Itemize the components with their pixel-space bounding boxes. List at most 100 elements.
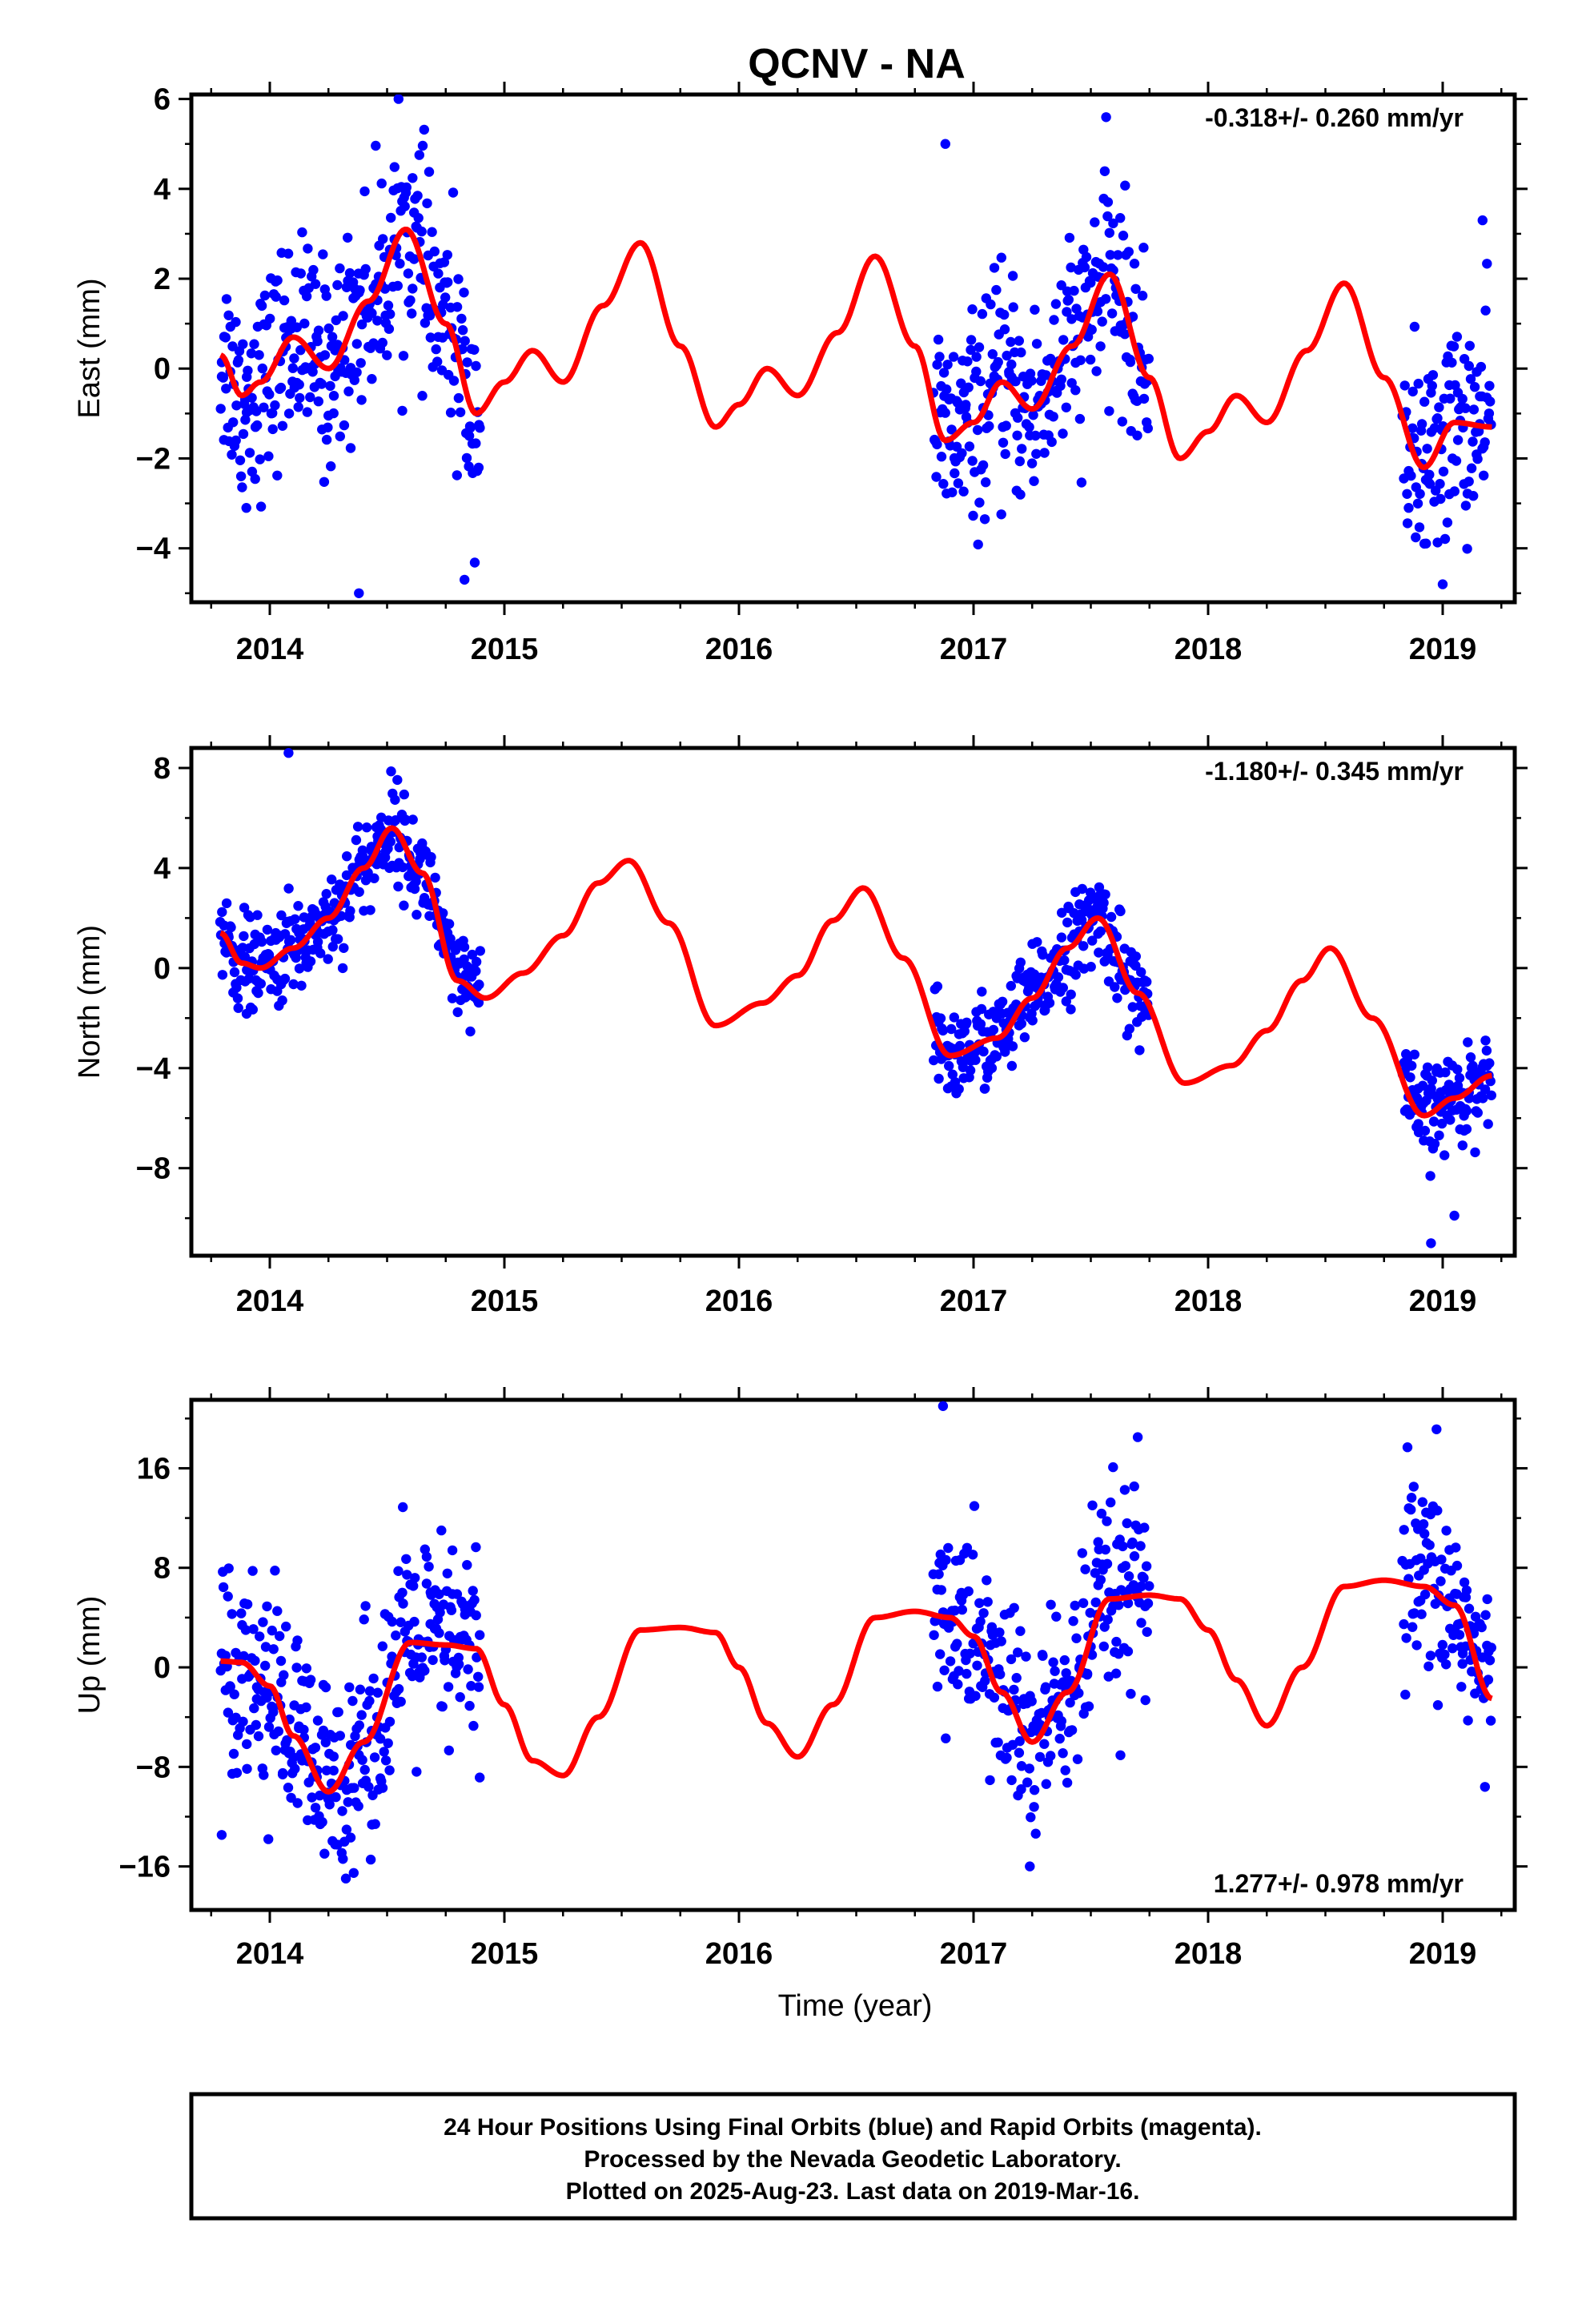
- up-point: [1123, 1571, 1134, 1582]
- east-point: [310, 279, 321, 289]
- east-point: [1031, 339, 1042, 349]
- east-point: [356, 395, 367, 405]
- up-point: [317, 1817, 327, 1827]
- east-point: [286, 316, 296, 326]
- up-point: [1096, 1508, 1107, 1519]
- east-point: [999, 309, 1010, 320]
- north-point: [1481, 1045, 1492, 1056]
- up-point: [952, 1638, 962, 1649]
- east-point: [231, 435, 241, 446]
- east-point: [238, 339, 248, 349]
- east-point: [297, 227, 307, 238]
- up-point: [354, 1720, 364, 1731]
- east-point: [933, 334, 944, 345]
- east-ytick-label: 4: [154, 173, 171, 207]
- north-point: [1016, 1019, 1027, 1029]
- east-point: [335, 263, 345, 274]
- east-point: [1460, 403, 1471, 413]
- north-point: [1136, 967, 1146, 978]
- up-point: [396, 1617, 406, 1627]
- north-point: [357, 845, 368, 856]
- east-point: [1468, 491, 1479, 501]
- north-xtick-label: 2015: [471, 1285, 539, 1318]
- up-point: [393, 1683, 404, 1695]
- up-point: [982, 1575, 992, 1586]
- up-point: [957, 1604, 968, 1615]
- north-point: [321, 889, 331, 899]
- up-point: [434, 1589, 444, 1599]
- north-point: [934, 1073, 944, 1084]
- east-point: [254, 350, 264, 360]
- north-point: [233, 1003, 243, 1013]
- east-xtick-label: 2016: [705, 633, 773, 666]
- up-point: [969, 1501, 980, 1511]
- north-point: [393, 881, 404, 892]
- up-point: [1074, 1688, 1084, 1699]
- east-point: [321, 291, 331, 301]
- up-point: [1039, 1739, 1050, 1749]
- east-point: [1064, 232, 1075, 243]
- up-point: [1102, 1558, 1113, 1570]
- east-point: [1113, 250, 1123, 260]
- north-point: [286, 935, 296, 946]
- up-point: [1082, 1668, 1093, 1679]
- north-ytick-label: 8: [154, 752, 171, 786]
- up-point: [428, 1655, 438, 1666]
- east-point: [974, 497, 985, 508]
- north-point: [1015, 957, 1026, 968]
- east-point: [979, 514, 990, 525]
- north-point: [1100, 889, 1110, 900]
- east-point: [1108, 218, 1118, 229]
- east-point: [442, 250, 452, 260]
- up-point: [344, 1682, 355, 1693]
- north-point: [1457, 1140, 1468, 1151]
- east-point: [422, 198, 432, 209]
- east-point: [1416, 419, 1427, 429]
- east-point: [1452, 435, 1464, 445]
- east-point: [372, 316, 383, 326]
- up-point: [1415, 1553, 1426, 1564]
- north-ytick-label: 0: [154, 952, 171, 986]
- north-point: [1087, 935, 1098, 946]
- north-point: [352, 822, 363, 832]
- east-point: [1030, 430, 1041, 441]
- east-point: [1451, 456, 1462, 466]
- up-point: [310, 1803, 321, 1813]
- east-point: [1099, 166, 1110, 176]
- up-point: [1080, 1564, 1090, 1574]
- north-point: [217, 970, 228, 980]
- east-point: [252, 420, 263, 431]
- north-point: [399, 900, 409, 911]
- up-point: [1480, 1610, 1491, 1620]
- up-point: [238, 1716, 248, 1727]
- footer-line-1: 24 Hour Positions Using Final Orbits (bl…: [444, 2114, 1262, 2141]
- east-point: [427, 227, 437, 237]
- up-xtick-label: 2016: [705, 1937, 773, 1971]
- up-point: [1127, 1537, 1138, 1548]
- east-point: [936, 452, 947, 462]
- east-point: [398, 351, 409, 361]
- up-point: [1108, 1462, 1118, 1473]
- up-point: [365, 1854, 376, 1865]
- up-point: [452, 1589, 463, 1599]
- north-point: [1062, 917, 1073, 928]
- north-point: [977, 987, 987, 997]
- up-point: [355, 1684, 366, 1695]
- north-point: [970, 1055, 981, 1065]
- east-point: [368, 338, 379, 348]
- north-point: [447, 993, 458, 1003]
- up-point: [1430, 1598, 1441, 1610]
- east-point: [301, 291, 312, 302]
- east-point: [940, 408, 950, 418]
- north-ytick-label: −4: [136, 1052, 171, 1086]
- up-point: [1401, 1633, 1411, 1643]
- north-point: [1078, 941, 1089, 951]
- north-point: [467, 949, 477, 960]
- up-point: [229, 1689, 239, 1699]
- east-point: [233, 355, 244, 365]
- north-point: [1434, 1130, 1444, 1141]
- up-point: [242, 1599, 253, 1610]
- up-point: [1040, 1682, 1051, 1692]
- east-point: [1399, 380, 1410, 391]
- north-point: [327, 925, 338, 935]
